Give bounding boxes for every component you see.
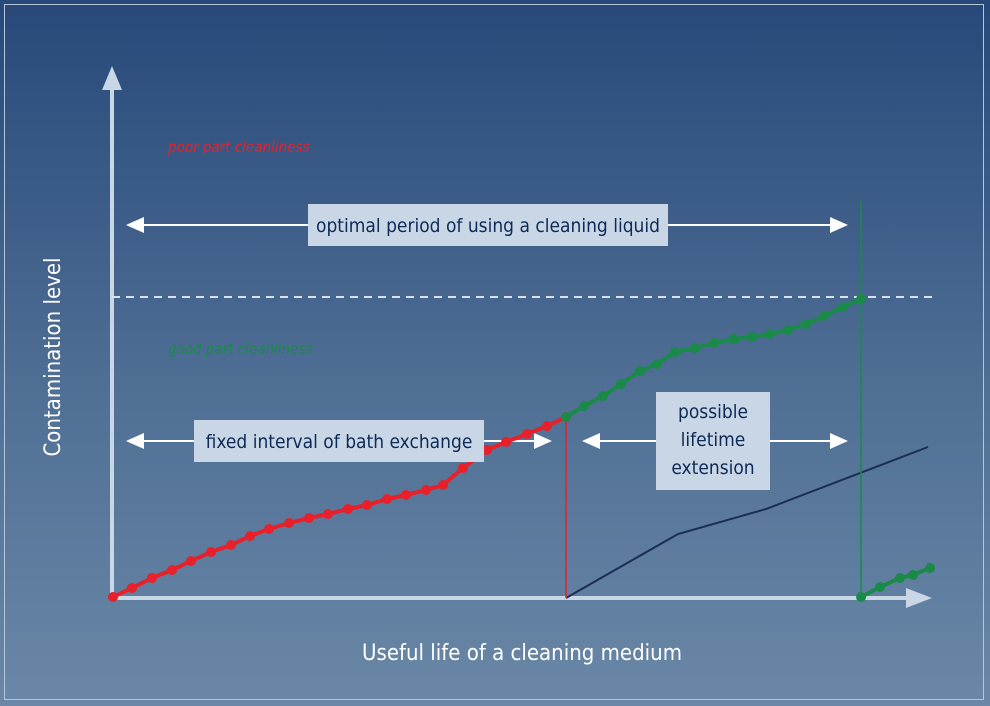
y-axis-title: Contamination level	[41, 257, 66, 456]
green-curve-point	[856, 294, 866, 304]
green-curve-point	[670, 347, 680, 357]
red-curve-point	[226, 540, 236, 550]
green-curve-point	[783, 325, 793, 335]
extension-label-line2: lifetime	[681, 429, 746, 451]
red-curve-point	[167, 565, 177, 575]
green-curve-point	[747, 332, 757, 342]
fixed-interval-box	[194, 420, 484, 462]
green-curve-point	[561, 412, 571, 422]
green-curve-restart-point	[895, 573, 905, 583]
zone-good-label: good part cleanliness	[168, 340, 313, 358]
green-curve-restart-point	[925, 563, 935, 573]
red-curve-point	[458, 463, 468, 473]
red-curve-point	[304, 513, 314, 523]
green-curve-point	[690, 343, 700, 353]
red-curve-point	[108, 592, 118, 602]
x-axis-arrowhead	[906, 588, 932, 608]
green-curve-restart-point	[856, 592, 866, 602]
red-curve-point	[382, 494, 392, 504]
red-curve-point	[522, 429, 532, 439]
red-curve-point	[206, 547, 216, 557]
optimal-period-label: optimal period of using a cleaning liqui…	[316, 215, 660, 237]
curve-series	[108, 294, 935, 602]
y-axis-arrowhead	[102, 66, 122, 90]
red-curve-point	[501, 437, 511, 447]
extension-label-line3: extension	[671, 457, 754, 479]
green-curve-point	[838, 302, 848, 312]
green-curve-point	[579, 401, 589, 411]
red-curve-point	[186, 556, 196, 566]
zone-poor-label: poor part cleanliness	[167, 138, 310, 156]
green-curve-point	[598, 391, 608, 401]
green-curve-point	[801, 319, 811, 329]
green-curve-restart-point	[875, 582, 885, 592]
green-curve-restart-line	[860, 566, 931, 599]
red-curve-point	[482, 445, 492, 455]
red-curve-point	[542, 421, 552, 431]
red-curve-point	[438, 480, 448, 490]
red-curve-point	[343, 504, 353, 514]
red-curve-point	[401, 490, 411, 500]
fixed-interval-label: fixed interval of bath exchange	[206, 431, 473, 453]
green-curve-point	[765, 329, 775, 339]
extension-label-line1: possible	[678, 401, 748, 423]
green-curve-point	[729, 334, 739, 344]
green-curve-point	[709, 338, 719, 348]
x-axis-title: Useful life of a cleaning medium	[362, 641, 682, 666]
red-curve-point	[421, 485, 431, 495]
red-curve-point	[362, 500, 372, 510]
extension-box	[656, 392, 770, 490]
green-curve-point	[819, 311, 829, 321]
dark-trend-line	[565, 446, 929, 599]
green-curve-point	[616, 379, 626, 389]
red-curve-point	[245, 531, 255, 541]
optimal-period-box	[308, 204, 668, 246]
green-curve-point	[635, 366, 645, 376]
diagram-frame	[4, 4, 984, 700]
red-curve-point	[127, 583, 137, 593]
red-curve-point	[147, 573, 157, 583]
green-curve-point	[652, 359, 662, 369]
red-curve-point	[323, 509, 333, 519]
red-curve-point	[264, 524, 274, 534]
red-curve-point	[284, 518, 294, 528]
green-curve-restart-point	[908, 570, 918, 580]
